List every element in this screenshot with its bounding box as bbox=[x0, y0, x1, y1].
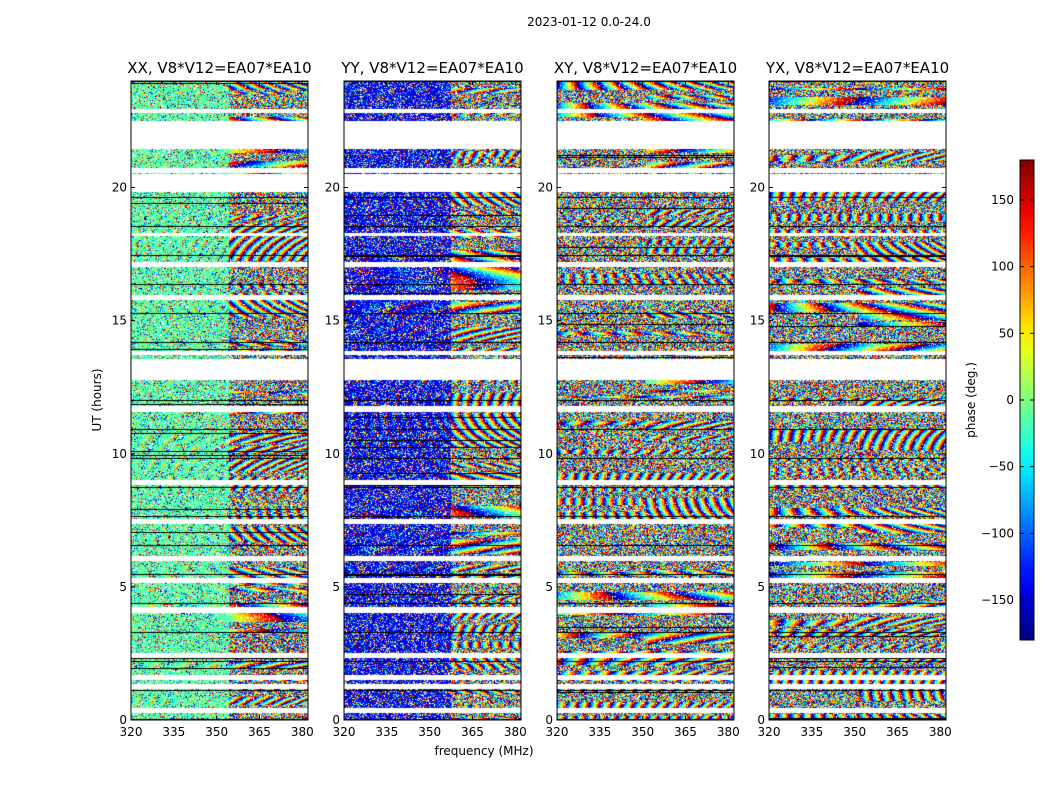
x-tick-label: 335 bbox=[375, 725, 398, 739]
x-tick-label: 380 bbox=[929, 725, 952, 739]
x-tick-label: 380 bbox=[504, 725, 527, 739]
x-tick-label: 365 bbox=[248, 725, 271, 739]
x-tick-label: 320 bbox=[546, 725, 569, 739]
y-tick-label: 5 bbox=[119, 580, 127, 594]
panel-frame bbox=[343, 80, 522, 721]
panel-title: YX, V8*V12=EA07*EA10 bbox=[765, 59, 949, 77]
y-tick-label: 20 bbox=[750, 181, 765, 195]
y-tick-label: 15 bbox=[750, 314, 765, 328]
y-tick-label: 10 bbox=[538, 447, 553, 461]
x-tick-label: 350 bbox=[418, 725, 441, 739]
panel-heatmap bbox=[344, 81, 521, 720]
panel-heatmap bbox=[557, 81, 734, 720]
panel-4: YX, V8*V12=EA07*EA10 320 335 350 365 380 0 5 10 1… bbox=[750, 59, 952, 739]
y-tick-label: 5 bbox=[332, 580, 340, 594]
panel-1: XX, V8*V12=EA07*EA10 320 335 350 365 380 0 5 10 1… bbox=[112, 59, 314, 739]
x-tick-label: 335 bbox=[162, 725, 185, 739]
y-tick-label: 20 bbox=[325, 181, 340, 195]
y-tick-label: 20 bbox=[112, 181, 127, 195]
colorbar-tick-label: 100 bbox=[991, 260, 1014, 274]
x-tick-label: 320 bbox=[758, 725, 781, 739]
colorbar-tick-label: −50 bbox=[989, 460, 1014, 474]
panels-group: XX, V8*V12=EA07*EA10 320 335 350 365 380 0 5 10 1… bbox=[112, 59, 952, 739]
colorbar-label: phase (deg.) bbox=[964, 362, 978, 438]
y-tick-label: 5 bbox=[757, 580, 765, 594]
x-tick-label: 320 bbox=[333, 725, 356, 739]
colorbar-tick-label: 150 bbox=[991, 193, 1014, 207]
x-tick-label: 365 bbox=[886, 725, 909, 739]
colorbar-tick-label: −100 bbox=[981, 526, 1014, 540]
x-tick-label: 350 bbox=[205, 725, 228, 739]
y-tick-label: 0 bbox=[757, 713, 765, 727]
panel-title: XY, V8*V12=EA07*EA10 bbox=[554, 59, 737, 77]
y-tick-label: 0 bbox=[119, 713, 127, 727]
figure-title: 2023-01-12 0.0-24.0 bbox=[527, 15, 651, 29]
panel-3: XY, V8*V12=EA07*EA10 320 335 350 365 380 0 5 10 1… bbox=[538, 59, 740, 739]
x-tick-label: 335 bbox=[800, 725, 823, 739]
y-tick-label: 15 bbox=[112, 314, 127, 328]
panel-2: YY, V8*V12=EA07*EA10 320 335 350 365 380 0 5 10 1… bbox=[325, 59, 527, 739]
x-axis-label: frequency (MHz) bbox=[434, 744, 533, 758]
panel-title: XX, V8*V12=EA07*EA10 bbox=[127, 59, 311, 77]
y-tick-label: 5 bbox=[545, 580, 553, 594]
colorbar-tick-label: −150 bbox=[981, 593, 1014, 607]
x-tick-label: 365 bbox=[674, 725, 697, 739]
y-tick-label: 10 bbox=[750, 447, 765, 461]
colorbar: −150 −100 −50 0 50 100 150 bbox=[981, 159, 1035, 641]
y-axis-label: UT (hours) bbox=[90, 368, 104, 431]
y-tick-label: 20 bbox=[538, 181, 553, 195]
panel-frame bbox=[130, 80, 309, 721]
x-tick-label: 380 bbox=[717, 725, 740, 739]
colorbar-tick-label: 50 bbox=[999, 326, 1014, 340]
x-tick-label: 380 bbox=[291, 725, 314, 739]
y-tick-label: 15 bbox=[538, 314, 553, 328]
panel-frame bbox=[556, 80, 735, 721]
x-tick-label: 365 bbox=[461, 725, 484, 739]
panel-title: YY, V8*V12=EA07*EA10 bbox=[340, 59, 523, 77]
panel-heatmap bbox=[769, 81, 946, 720]
y-tick-label: 0 bbox=[545, 713, 553, 727]
colorbar-tick-label: 0 bbox=[1006, 393, 1014, 407]
panel-frame bbox=[768, 80, 947, 721]
x-tick-label: 350 bbox=[843, 725, 866, 739]
y-tick-label: 10 bbox=[112, 447, 127, 461]
y-tick-label: 0 bbox=[332, 713, 340, 727]
x-tick-label: 335 bbox=[588, 725, 611, 739]
x-tick-label: 320 bbox=[120, 725, 143, 739]
x-tick-label: 350 bbox=[631, 725, 654, 739]
panel-heatmap bbox=[131, 81, 308, 720]
y-tick-label: 15 bbox=[325, 314, 340, 328]
y-tick-label: 10 bbox=[325, 447, 340, 461]
